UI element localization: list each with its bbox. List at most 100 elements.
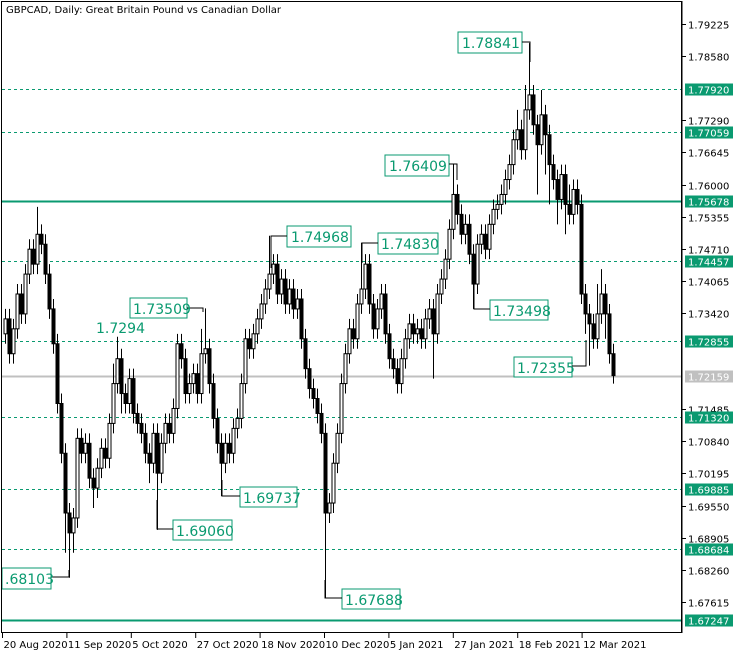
candle-body-bear bbox=[7, 318, 12, 355]
candle-body-bull bbox=[339, 383, 344, 434]
candle-body-bull bbox=[255, 318, 260, 335]
candle-body-bear bbox=[563, 174, 568, 205]
candle bbox=[523, 84, 528, 160]
candle bbox=[223, 433, 228, 474]
candle bbox=[603, 284, 608, 339]
annotation-text: 1.74968 bbox=[291, 230, 349, 246]
candle-body-bull bbox=[343, 353, 348, 385]
candle bbox=[535, 114, 540, 195]
y-tick-label: 1.73420 bbox=[688, 310, 729, 321]
y-tick-label: 1.76645 bbox=[688, 149, 729, 160]
candle bbox=[571, 179, 576, 225]
candle bbox=[263, 279, 268, 314]
candle-body-bull bbox=[375, 308, 380, 330]
price-annotations: 1.78841 1.76409 1.74968 1.74830 1.73509 … bbox=[1, 31, 587, 610]
candle-body-bear bbox=[411, 323, 416, 335]
candle-body-bear bbox=[555, 179, 560, 200]
candle-body-bull bbox=[107, 422, 112, 459]
level-price-label: 1.77920 bbox=[688, 86, 729, 97]
candle-body-bull bbox=[487, 223, 492, 250]
annotation-1-76409: 1.76409 bbox=[384, 154, 458, 180]
x-tick-label: 5 Oct 2020 bbox=[132, 640, 187, 651]
candle bbox=[67, 503, 72, 578]
candle-body-bull bbox=[115, 358, 120, 385]
candle bbox=[567, 184, 572, 225]
candle-body-bear bbox=[79, 437, 84, 454]
candle bbox=[331, 453, 336, 513]
y-tick-label: 1.79225 bbox=[688, 21, 729, 32]
x-tick-label: 20 Aug 2020 bbox=[4, 640, 68, 651]
candle-body-bull bbox=[559, 174, 564, 200]
candle bbox=[327, 493, 332, 523]
candle bbox=[203, 308, 208, 364]
x-tick-label: 11 Sep 2020 bbox=[68, 640, 131, 651]
candle bbox=[167, 413, 172, 444]
x-tick-label: 18 Feb 2021 bbox=[519, 640, 581, 651]
candle bbox=[11, 318, 16, 364]
candle bbox=[131, 368, 136, 424]
candle bbox=[459, 204, 464, 245]
candle-body-bull bbox=[199, 353, 204, 395]
candle bbox=[455, 184, 460, 225]
candle bbox=[595, 284, 600, 349]
candle-body-bull bbox=[399, 358, 404, 385]
candle-body-bull bbox=[235, 417, 240, 429]
candle-body-bear bbox=[247, 338, 252, 350]
y-tick-label: 1.76000 bbox=[688, 182, 729, 193]
candle bbox=[147, 443, 152, 484]
candle-body-bear bbox=[283, 278, 288, 305]
candle bbox=[607, 303, 612, 364]
candle-body-bear bbox=[51, 308, 56, 345]
candle bbox=[199, 328, 204, 404]
candle-body-bear bbox=[307, 368, 312, 390]
candle-body-bear bbox=[579, 203, 584, 295]
candle bbox=[179, 333, 184, 369]
annotation-1-68103: .68103 bbox=[1, 567, 70, 590]
candle bbox=[583, 284, 588, 334]
candle bbox=[7, 308, 12, 364]
level-lines bbox=[2, 89, 682, 622]
candle-body-bear bbox=[63, 452, 68, 514]
candle-body-bear bbox=[387, 333, 392, 360]
candle-body-bear bbox=[551, 164, 556, 181]
candle bbox=[431, 298, 436, 379]
candle bbox=[351, 318, 356, 349]
candle-body-bear bbox=[311, 388, 316, 400]
candle-body-bull bbox=[95, 467, 100, 489]
candles bbox=[3, 43, 616, 599]
level-price-label-bg bbox=[685, 614, 733, 627]
candle-body-bear bbox=[431, 308, 436, 335]
candle-body-bear bbox=[543, 114, 548, 136]
candle-body-bull bbox=[11, 328, 16, 355]
candle-body-bear bbox=[319, 412, 324, 434]
time-axis: 20 Aug 2020 11 Sep 2020 5 Oct 2020 27 Oct 2… bbox=[2, 633, 647, 651]
candle-body-bear bbox=[303, 338, 308, 370]
candle-body-bull bbox=[23, 273, 28, 315]
candle-body-bear bbox=[459, 213, 464, 235]
candle-body-bear bbox=[215, 417, 220, 444]
candle-body-bear bbox=[315, 398, 320, 414]
candle bbox=[599, 269, 604, 324]
candle bbox=[375, 298, 380, 339]
candle bbox=[119, 348, 124, 414]
candle-body-bull bbox=[599, 293, 604, 315]
candle bbox=[187, 373, 192, 404]
candle-body-bull bbox=[187, 383, 192, 395]
candle-body-bear bbox=[39, 233, 44, 245]
candle bbox=[183, 348, 188, 404]
candle-body-bull bbox=[243, 338, 248, 385]
candle-body-bear bbox=[219, 442, 224, 464]
candle bbox=[143, 423, 148, 464]
candle bbox=[55, 333, 60, 414]
candle-body-bull bbox=[447, 228, 452, 260]
candle-body-bear bbox=[395, 368, 400, 385]
candle-body-bull bbox=[327, 502, 332, 514]
candle-body-bull bbox=[223, 442, 228, 464]
annotation-text: 1.78841 bbox=[462, 36, 520, 52]
candle bbox=[463, 214, 468, 245]
candle bbox=[39, 224, 44, 255]
candle bbox=[207, 338, 212, 394]
candle-body-bear bbox=[195, 373, 200, 395]
candle-body-bear bbox=[611, 353, 616, 377]
candle-body-bull bbox=[427, 308, 432, 320]
